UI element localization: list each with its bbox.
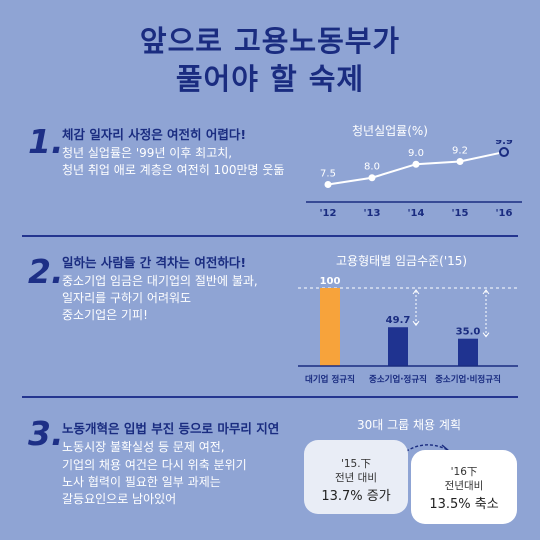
x-tick-label: 중소기업·정규직 <box>369 374 427 385</box>
bubble-2-label: 전년대비 <box>444 480 484 492</box>
bubble-1-value: 13.7% 증가 <box>321 489 391 504</box>
hiring-plan-title: 30대 그룹 채용 계획 <box>357 418 461 432</box>
bar <box>458 338 478 366</box>
bubble-2-period: '16下 <box>450 466 478 478</box>
bar <box>388 327 408 366</box>
section-3-text-line: 기업의 채용 여건은 다시 위축 분위기 <box>62 458 247 472</box>
section-2-text-line: 일자리를 구하기 어려워도 <box>62 291 192 305</box>
bar <box>320 288 340 366</box>
data-label: 9.2 <box>452 146 468 157</box>
section-3-heading: 노동개혁은 입법 부진 등으로 마무리 지연 <box>62 421 280 436</box>
section-3-text-line: 갈등요인으로 남아있어 <box>62 492 177 506</box>
hiring-bubble-2016: '16下 전년대비 13.5% 축소 <box>411 450 517 524</box>
chart-1-title: 청년실업률(%) <box>352 124 428 138</box>
section-divider <box>22 235 518 237</box>
bubble-1-label: 전년 대비 <box>335 472 377 484</box>
x-tick-label: '12 <box>320 208 337 219</box>
x-tick-label: '15 <box>452 208 469 219</box>
page-title-line-1: 앞으로 고용노동부가 <box>139 24 401 58</box>
x-tick-label: '16 <box>496 208 513 219</box>
gap-arrow-head <box>482 332 490 338</box>
page-title-line-2: 풀어야 할 숙제 <box>175 62 365 96</box>
section-1-text-line: 청년 취업 애로 계층은 여전히 100만명 웃돎 <box>62 163 285 177</box>
data-point <box>324 180 332 188</box>
gap-arrow-head <box>412 289 420 295</box>
gap-arrow-head <box>412 320 420 327</box>
data-label: 7.5 <box>320 168 336 179</box>
data-point <box>368 174 376 182</box>
x-tick-label: 중소기업·비정규직 <box>435 374 501 385</box>
wage-level-bar-chart: 100 대기업 정규직 49.7 중소기업·정규직 35.0 중소기업·비정규직 <box>298 276 518 385</box>
x-tick-label: '13 <box>364 208 381 219</box>
section-2-text-line: 중소기업은 기피! <box>62 308 148 322</box>
data-point <box>456 158 464 166</box>
section-1-text-line: 청년 실업률은 '99년 이후 최고치, <box>62 146 233 160</box>
section-1-number: 1. <box>28 122 64 161</box>
bubble-2-value: 13.5% 축소 <box>429 497 499 512</box>
section-divider <box>22 396 518 398</box>
section-3-number: 3. <box>28 414 64 453</box>
section-3-text-line: 노사 협력이 필요한 일부 과제는 <box>62 475 221 489</box>
data-label: 100 <box>320 276 341 287</box>
data-label: 35.0 <box>456 327 481 338</box>
data-point <box>412 160 420 168</box>
bubble-1-period: '15.下 <box>340 458 372 470</box>
data-label: 9.0 <box>408 148 424 159</box>
hiring-bubble-2015: '15.下 전년 대비 13.7% 증가 <box>304 440 408 514</box>
section-1-heading: 체감 일자리 사정은 여전히 어렵다! <box>62 127 247 142</box>
data-label: 8.0 <box>364 162 380 173</box>
youth-unemployment-line-chart: 7.5 '12 8.0 '13 9.0 '14 9.2 '15 9.9 '16 <box>306 140 522 219</box>
x-tick-label: '14 <box>408 208 425 219</box>
data-label: 9.9 <box>495 140 513 147</box>
section-3-text-line: 노동시장 불확실성 등 문제 여전, <box>62 440 225 454</box>
data-point <box>499 147 509 158</box>
section-2-heading: 일하는 사람들 간 격차는 여전하다! <box>62 255 247 270</box>
x-tick-label: 대기업 정규직 <box>305 374 355 385</box>
data-label: 49.7 <box>386 315 411 326</box>
chart-2-title: 고용형태별 임금수준('15) <box>336 254 468 268</box>
section-2-text-line: 중소기업 임금은 대기업의 절반에 불과, <box>62 274 258 288</box>
gap-arrow-head <box>482 289 490 295</box>
section-2-number: 2. <box>28 252 64 291</box>
